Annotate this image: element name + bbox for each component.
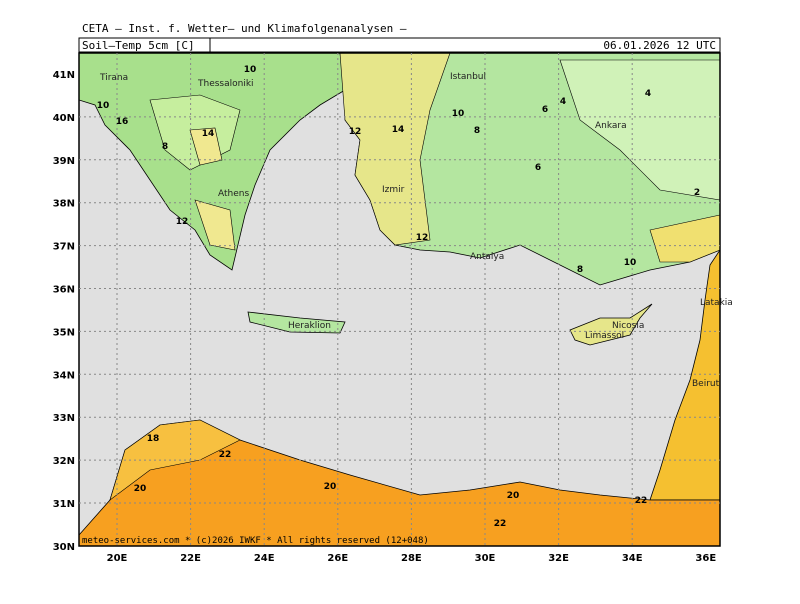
contour-label: 2 [694, 188, 700, 198]
lat-label: 40N [53, 113, 75, 124]
lon-label: 36E [695, 553, 716, 564]
city-label: Izmir [382, 185, 405, 195]
contour-label: 22 [635, 496, 648, 506]
lat-label: 34N [53, 370, 75, 381]
contour-label: 20 [507, 491, 520, 501]
lat-label: 39N [53, 156, 75, 167]
lon-label: 22E [180, 553, 201, 564]
city-label: Thessaloniki [197, 79, 254, 89]
contour-label: 22 [494, 519, 507, 529]
lon-label: 26E [327, 553, 348, 564]
lon-label: 34E [622, 553, 643, 564]
lat-label: 35N [53, 327, 75, 338]
land-crete [247, 311, 346, 334]
parameter-box [78, 37, 211, 53]
city-label: Athens [218, 189, 249, 199]
city-label: Limassol [585, 331, 624, 341]
lat-label: 30N [53, 542, 75, 553]
contour-label: 10 [624, 258, 637, 268]
lat-label: 32N [53, 456, 75, 467]
lon-label: 32E [548, 553, 569, 564]
map [78, 52, 721, 547]
lat-label: 37N [53, 242, 75, 253]
copyright: meteo-services.com * (c)2026 IWKF * All … [82, 536, 429, 546]
contour-label: 4 [645, 89, 651, 99]
contour-label: 8 [162, 142, 168, 152]
lat-label: 36N [53, 285, 75, 296]
city-label: Tirana [99, 73, 128, 83]
contour-label: 6 [535, 163, 541, 173]
contour-label: 20 [324, 482, 337, 492]
contour-label: 10 [97, 101, 110, 111]
lon-label: 30E [475, 553, 496, 564]
contour-label: 8 [577, 265, 583, 275]
contour-label: 16 [116, 117, 129, 127]
contour-label: 12 [416, 233, 429, 243]
map-frame [78, 52, 721, 547]
contour-label: 8 [474, 126, 480, 136]
lat-label: 41N [53, 70, 75, 81]
lon-label: 20E [107, 553, 128, 564]
datetime: 06.01.2026 12 UTC [603, 39, 716, 52]
land-zone [189, 127, 223, 166]
contour-label: 18 [147, 434, 160, 444]
city-label: Istanbul [450, 72, 486, 82]
contour-label: 12 [176, 217, 189, 227]
lon-label: 24E [254, 553, 275, 564]
land-zone [339, 52, 451, 246]
contour-label: 22 [219, 450, 232, 460]
lat-label: 33N [53, 413, 75, 424]
city-label: Heraklion [288, 321, 331, 331]
header-title: CETA – Inst. f. Wetter– und Klimafolgena… [82, 22, 407, 35]
city-label: Ankara [595, 121, 627, 131]
lon-label: 28E [401, 553, 422, 564]
contour-label: 14 [392, 125, 405, 135]
land-zone [649, 214, 721, 263]
contour-label: 10 [452, 109, 465, 119]
city-label: Latakia [700, 298, 733, 308]
contour-label: 6 [542, 105, 548, 115]
city-label: Antalya [470, 252, 504, 262]
contour-label: 14 [202, 129, 215, 139]
land-cyprus [569, 303, 653, 346]
contour-label: 4 [560, 97, 566, 107]
contour-label: 12 [349, 127, 362, 137]
lat-label: 38N [53, 199, 75, 210]
land-zone [194, 199, 236, 251]
city-label: Beirut [692, 379, 720, 389]
lat-label: 31N [53, 499, 75, 510]
parameter: Soil–Temp 5cm [C] [82, 39, 195, 52]
city-label: Nicosia [612, 321, 644, 331]
contour-label: 20 [134, 484, 147, 494]
contour-label: 10 [244, 65, 257, 75]
